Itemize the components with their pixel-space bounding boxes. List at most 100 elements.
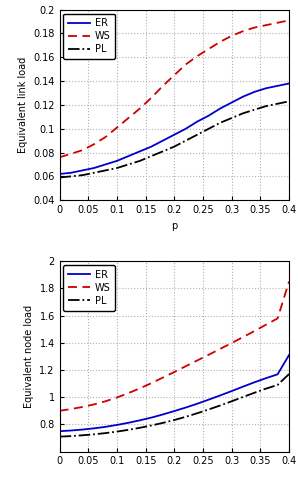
Y-axis label: Equivalent node load: Equivalent node load <box>24 305 34 408</box>
ER <box>230 388 234 394</box>
WS <box>69 406 73 412</box>
ER <box>81 426 84 432</box>
PL <box>161 420 164 426</box>
WS <box>173 72 176 78</box>
PL <box>230 115 234 121</box>
PL <box>195 132 199 138</box>
PL <box>81 172 84 178</box>
PL <box>264 386 268 392</box>
ER <box>81 168 84 173</box>
PL <box>173 417 176 423</box>
PL <box>150 423 153 428</box>
ER <box>173 132 176 138</box>
ER <box>115 422 119 428</box>
ER <box>218 106 222 112</box>
ER <box>253 89 256 95</box>
WS <box>150 380 153 386</box>
WS <box>161 375 164 381</box>
ER <box>207 397 210 402</box>
PL <box>241 110 245 116</box>
WS <box>104 398 107 404</box>
PL <box>81 432 84 438</box>
PL <box>253 107 256 113</box>
PL <box>207 407 210 412</box>
ER <box>218 393 222 398</box>
WS <box>241 28 245 34</box>
PL <box>127 161 130 167</box>
WS <box>253 328 256 334</box>
ER <box>241 94 245 99</box>
PL <box>276 382 280 388</box>
ER <box>264 85 268 91</box>
WS <box>58 155 61 160</box>
Line: PL: PL <box>60 374 289 437</box>
ER <box>241 384 245 389</box>
WS <box>264 322 268 327</box>
ER <box>138 417 142 423</box>
WS <box>207 46 210 52</box>
PL <box>173 143 176 149</box>
ER <box>253 379 256 385</box>
Line: PL: PL <box>60 101 289 178</box>
WS <box>287 279 291 284</box>
WS <box>150 95 153 100</box>
ER <box>264 375 268 381</box>
PL <box>115 429 119 435</box>
Y-axis label: Equivalent link load: Equivalent link load <box>18 57 28 153</box>
Line: ER: ER <box>60 355 289 431</box>
WS <box>230 33 234 39</box>
WS <box>58 408 61 413</box>
WS <box>207 352 210 357</box>
ER <box>115 158 119 164</box>
ER <box>92 426 96 431</box>
PL <box>104 430 107 436</box>
ER <box>104 161 107 167</box>
WS <box>195 53 199 59</box>
PL <box>184 414 188 420</box>
ER <box>184 126 188 131</box>
ER <box>287 352 291 358</box>
PL <box>69 173 73 179</box>
Line: WS: WS <box>60 20 289 157</box>
WS <box>173 369 176 375</box>
X-axis label: p: p <box>171 221 177 230</box>
ER <box>92 165 96 171</box>
PL <box>287 371 291 377</box>
PL <box>58 434 61 440</box>
WS <box>241 334 245 340</box>
ER <box>276 371 280 377</box>
PL <box>115 165 119 171</box>
WS <box>218 346 222 352</box>
PL <box>195 411 199 416</box>
ER <box>150 415 153 421</box>
PL <box>264 103 268 109</box>
WS <box>276 20 280 26</box>
PL <box>207 126 210 131</box>
Legend: ER, WS, PL: ER, WS, PL <box>63 14 115 59</box>
WS <box>264 22 268 28</box>
ER <box>58 428 61 434</box>
PL <box>138 425 142 431</box>
WS <box>115 395 119 400</box>
PL <box>92 431 96 437</box>
ER <box>276 83 280 89</box>
WS <box>195 357 199 363</box>
PL <box>138 158 142 164</box>
ER <box>127 420 130 426</box>
PL <box>218 402 222 408</box>
WS <box>161 83 164 89</box>
PL <box>241 394 245 400</box>
Legend: ER, WS, PL: ER, WS, PL <box>63 265 115 311</box>
PL <box>218 120 222 126</box>
WS <box>115 125 119 130</box>
Line: ER: ER <box>60 84 289 174</box>
WS <box>253 25 256 30</box>
WS <box>81 404 84 410</box>
WS <box>104 134 107 140</box>
PL <box>230 398 234 404</box>
PL <box>92 170 96 176</box>
ER <box>184 405 188 411</box>
PL <box>184 138 188 143</box>
PL <box>150 153 153 159</box>
ER <box>173 408 176 414</box>
